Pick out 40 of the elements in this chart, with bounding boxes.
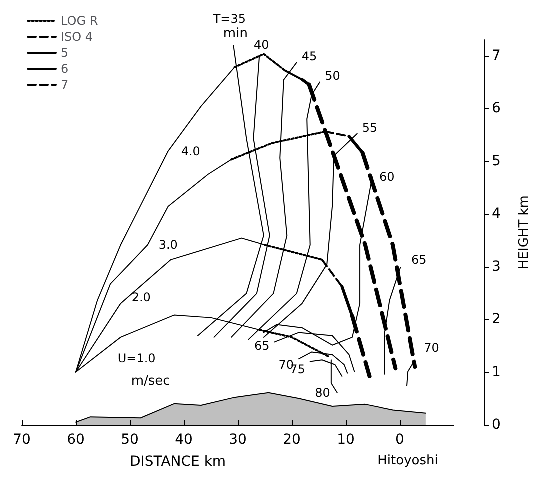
legend-label: 7: [61, 78, 69, 92]
series-label: 70: [424, 341, 440, 356]
series-label: 4.0: [181, 144, 200, 158]
series-label: T=35: [212, 12, 246, 26]
text: Hitoyoshi: [378, 454, 438, 468]
series-label: 65: [412, 252, 427, 267]
x-tick-label: 70: [13, 432, 31, 448]
x-tick-label: 40: [175, 432, 193, 448]
legend-label: LOG R: [61, 14, 98, 28]
series-label: 80: [315, 386, 330, 400]
series-label: 2.0: [132, 290, 151, 305]
y-tick-label: 4: [492, 206, 501, 222]
series-label: 55: [362, 120, 378, 135]
series-label: 65: [254, 339, 270, 354]
x-tick-label: 30: [229, 432, 247, 448]
series-label: U=1.0: [118, 351, 156, 366]
series-label: 3.0: [158, 238, 178, 252]
annotation: min: [223, 26, 248, 42]
y-tick-label: 1: [492, 364, 501, 380]
x-tick-label: 20: [283, 432, 301, 448]
y-tick-label: 0: [492, 417, 501, 433]
series-label: 45: [302, 50, 318, 64]
x-axis-title: DISTANCE km: [130, 454, 226, 470]
series-label: 60: [379, 170, 395, 184]
annotation: m/sec: [131, 374, 170, 389]
x-tick-label: 0: [396, 432, 404, 448]
y-tick-label: 3: [492, 258, 501, 275]
y-tick-label: 7: [492, 48, 501, 64]
x-tick-label: 60: [67, 432, 85, 448]
series-label: 50: [325, 69, 340, 84]
y-tick-label: 6: [492, 100, 501, 117]
y-tick-label: 5: [492, 153, 501, 170]
y-tick-label: 2: [492, 312, 501, 328]
x-tick-label: 10: [337, 432, 355, 448]
y-axis-title: HEIGHT km: [517, 196, 532, 270]
series-label: 40: [254, 38, 270, 52]
legend-label: 5: [61, 46, 69, 60]
legend-label: ISO 4: [61, 30, 94, 44]
x-tick-label: 50: [121, 432, 139, 448]
legend-label: 6: [61, 62, 69, 76]
